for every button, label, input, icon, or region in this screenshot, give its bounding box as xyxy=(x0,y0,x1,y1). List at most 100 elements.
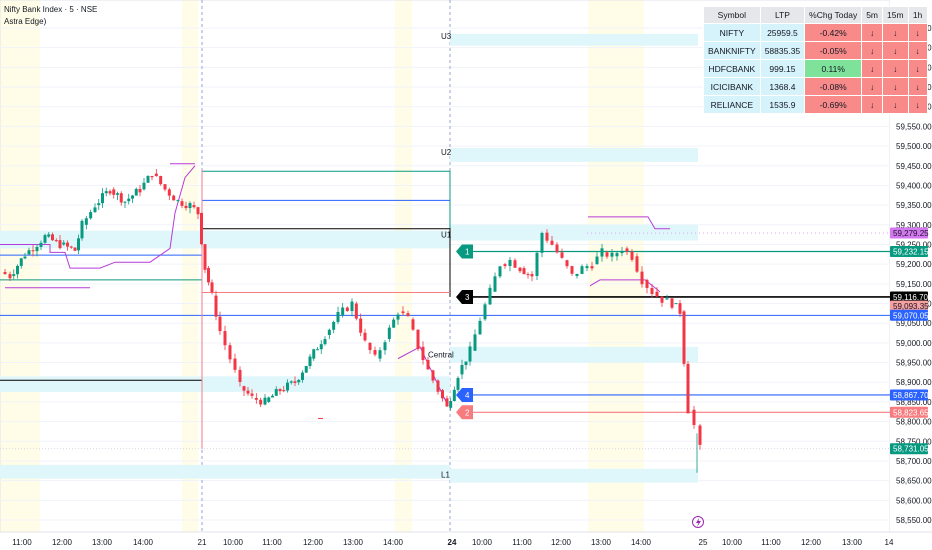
zone-label-l1: L1 xyxy=(441,471,450,480)
watchlist-row[interactable]: BANKNIFTY 58835.35 -0.05% ↓ ↓ ↓ xyxy=(703,41,928,60)
candle-body xyxy=(488,287,492,305)
watchlist-trend-5m: ↓ xyxy=(861,77,884,96)
candle-body xyxy=(77,238,80,251)
candle-body xyxy=(31,250,35,252)
alert-lightning-icon xyxy=(692,516,704,528)
candle-body xyxy=(127,198,131,202)
watchlist-header-row: Symbol LTP %Chg Today 5m 15m 1h xyxy=(703,6,928,24)
candle-body xyxy=(246,390,250,394)
price-axis-label: 58,800.00 xyxy=(896,418,932,427)
session-band xyxy=(395,0,412,532)
price-axis-label: 59,200.00 xyxy=(896,260,932,269)
candle-body xyxy=(223,331,227,346)
watchlist-row[interactable]: RELIANCE 1535.9 -0.69% ↓ ↓ ↓ xyxy=(703,95,928,114)
candle-body xyxy=(3,272,7,275)
candle-body xyxy=(150,176,154,178)
trail-segment xyxy=(589,279,661,293)
watchlist-row[interactable]: NIFTY 25959.5 -0.42% ↓ ↓ ↓ xyxy=(703,23,928,42)
time-axis-label: 11:00 xyxy=(512,538,532,547)
watchlist-ltp: 25959.5 xyxy=(759,23,806,42)
trail-line xyxy=(0,165,196,269)
candle-body xyxy=(660,296,664,303)
candle-body xyxy=(119,193,123,203)
time-axis-label: 14 xyxy=(885,538,894,547)
candle-body xyxy=(336,311,340,322)
price-tag-label: 59,093.35 xyxy=(893,302,929,311)
candle-body xyxy=(142,182,146,190)
candle-body xyxy=(645,279,649,288)
candle-body xyxy=(678,303,682,314)
indicator-title[interactable]: Astra Edge) xyxy=(4,17,47,26)
candle-body xyxy=(368,342,372,351)
candle-body xyxy=(176,200,180,202)
time-axis-label: 14:00 xyxy=(133,538,154,547)
range-high-line xyxy=(0,170,451,281)
watchlist-trend-1h: ↓ xyxy=(907,77,928,96)
price-axis-label: 58,650.00 xyxy=(896,477,932,486)
candle-body xyxy=(421,346,425,360)
level-flag-1 xyxy=(456,244,473,259)
candle-body xyxy=(51,234,54,241)
level-markers: 1 3 4 2 xyxy=(456,244,473,420)
time-axis-label: 13:00 xyxy=(92,538,113,547)
pivot-zone xyxy=(202,464,450,479)
watchlist-change: -0.05% xyxy=(804,41,863,60)
candle-body xyxy=(473,334,477,351)
price-tag-bg xyxy=(890,227,928,239)
candle-body xyxy=(271,395,274,398)
candle-body xyxy=(238,369,242,382)
zone-label-u3: U3 xyxy=(441,32,452,41)
watchlist-header-1h: 1h xyxy=(907,6,928,24)
pivot-zone xyxy=(450,33,698,46)
candle-body xyxy=(66,242,69,247)
candle-body xyxy=(112,189,116,195)
level-flag-label-1: 1 xyxy=(465,248,470,257)
candle-body xyxy=(682,311,686,364)
price-tag-bg xyxy=(890,291,928,303)
candle-body xyxy=(293,381,297,383)
candle-body xyxy=(345,307,349,312)
candle-body xyxy=(289,381,293,383)
candle-body xyxy=(464,361,468,366)
candle-body xyxy=(535,252,539,276)
watchlist-row[interactable]: ICICIBANK 1368.4 -0.08% ↓ ↓ ↓ xyxy=(703,77,928,96)
price-tag-label: 59,070.05 xyxy=(893,311,929,320)
candle-body xyxy=(69,246,73,248)
pivot-zone xyxy=(450,468,698,483)
time-axis-label: 21 xyxy=(198,538,207,547)
time-axis-label: 12:00 xyxy=(303,538,324,547)
candle-body xyxy=(43,235,47,243)
candle-body xyxy=(615,253,619,257)
time-axis-label: 13:00 xyxy=(842,538,863,547)
candle-body xyxy=(27,250,31,255)
time-axis[interactable]: 11:00 12:00 13:00 14:00 21 10:00 11:00 12:00 13:… xyxy=(0,531,932,550)
candle-body xyxy=(146,176,150,183)
watchlist-table: Symbol LTP %Chg Today 5m 15m 1h NIFTY 259… xyxy=(703,6,928,114)
candle-body xyxy=(635,256,639,272)
candle-body xyxy=(159,176,163,185)
symbol-title[interactable]: Nifty Bank Index · 5 · NSE xyxy=(4,5,98,14)
price-tag-label: 58,731.05 xyxy=(893,445,929,454)
price-axis-label: 58,600.00 xyxy=(896,496,932,505)
candle-body xyxy=(101,193,104,204)
watchlist-row[interactable]: HDFCBANK 999.15 0.11% ↓ ↓ ↓ xyxy=(703,59,928,78)
candle-body xyxy=(259,399,263,405)
candle-body xyxy=(301,372,304,380)
range-pivot-line xyxy=(0,228,451,381)
session-band xyxy=(588,0,644,532)
candle-body xyxy=(670,298,674,308)
zone-label-u2: U2 xyxy=(441,148,452,157)
session-band xyxy=(0,0,40,532)
candle-body xyxy=(312,349,316,359)
candle-body xyxy=(23,256,27,259)
trail-segment xyxy=(588,216,670,230)
candle-body xyxy=(134,188,138,196)
candle-body xyxy=(214,295,218,317)
price-axis-label: 59,150.00 xyxy=(896,280,932,289)
candle-body xyxy=(436,380,440,392)
price-tag-bg xyxy=(890,309,928,321)
candle-body xyxy=(580,266,584,274)
zone-label-central: Central xyxy=(428,351,454,360)
watchlist-header-ltp: LTP xyxy=(759,6,806,24)
candle-body xyxy=(278,389,282,392)
